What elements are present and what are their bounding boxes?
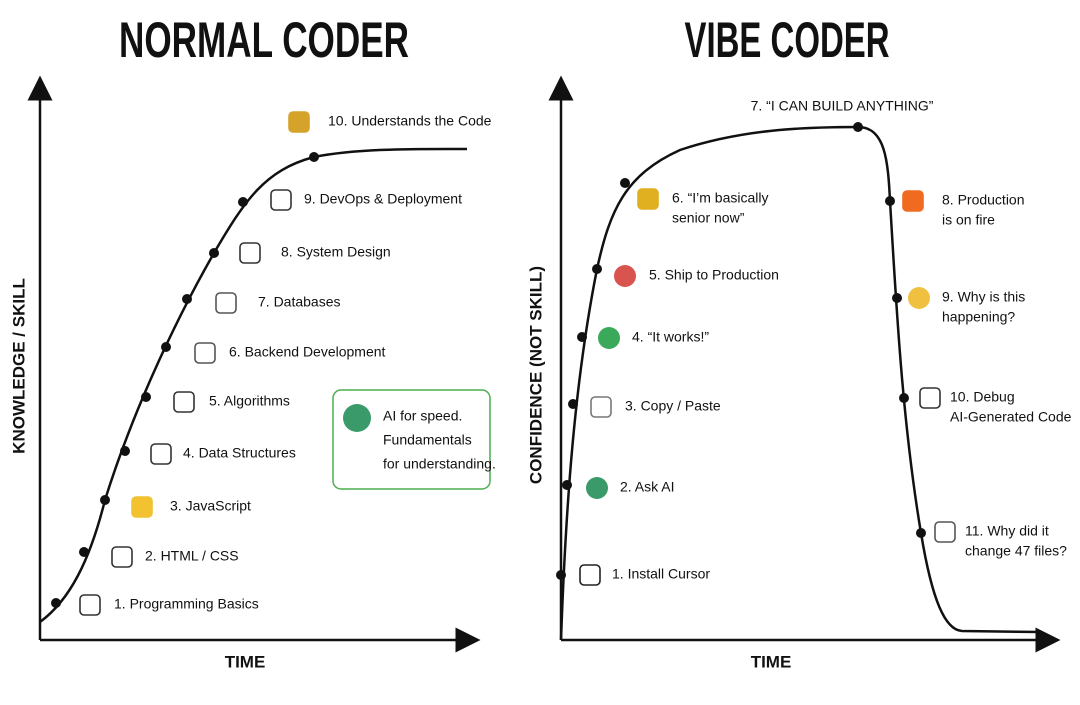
note-text: Fundamentals <box>383 432 472 448</box>
milestone-icon <box>194 342 216 364</box>
x-axis-label: TIME <box>225 652 266 671</box>
milestone-dot <box>51 598 61 608</box>
milestone-label: 1. Programming Basics <box>114 596 259 612</box>
milestone-icon <box>590 396 612 418</box>
milestone-label: 6. “I’m basically <box>672 190 768 206</box>
milestone-label: 9. Why is this <box>942 289 1025 305</box>
milestone-dot <box>620 178 630 188</box>
milestone-dot <box>238 197 248 207</box>
milestone-dot <box>309 152 319 162</box>
milestone-dot <box>209 248 219 258</box>
milestone-icon <box>111 546 133 568</box>
milestone-label: 10. Debug <box>950 389 1015 405</box>
milestone-icon <box>288 111 310 133</box>
milestone-dot <box>853 122 863 132</box>
milestone-icon <box>614 265 636 287</box>
x-axis-label: TIME <box>751 652 792 671</box>
milestone-icon <box>79 594 101 616</box>
milestone-icon <box>173 391 195 413</box>
milestone-dot <box>892 293 902 303</box>
milestone-icon <box>215 292 237 314</box>
milestone-icon <box>902 190 924 212</box>
milestone-dot <box>577 332 587 342</box>
note-text: for understanding. <box>383 456 496 472</box>
milestone-dot <box>916 528 926 538</box>
y-axis-label: CONFIDENCE (NOT SKILL) <box>526 266 545 484</box>
milestone-icon <box>131 496 153 518</box>
milestone-dot <box>556 570 566 580</box>
milestone-label: 7. “I CAN BUILD ANYTHING” <box>751 98 934 114</box>
milestone-dot <box>562 480 572 490</box>
right-title: VIBE CODER <box>685 12 890 68</box>
milestone-label: 6. Backend Development <box>229 344 386 360</box>
milestone-icon <box>934 521 956 543</box>
milestone-icon <box>586 477 608 499</box>
milestone-dot <box>182 294 192 304</box>
note-text: AI for speed. <box>383 408 462 424</box>
labels: 1. Programming Basics 2. HTML / CSS 3. Jav… <box>51 98 1072 616</box>
milestone-label: 8. Production <box>942 192 1025 208</box>
milestone-label: 7. Databases <box>258 294 341 310</box>
milestone-icon <box>919 387 941 409</box>
milestone-dot <box>161 342 171 352</box>
milestone-dot <box>141 392 151 402</box>
milestone-label: 3. JavaScript <box>170 498 251 514</box>
skill-curve <box>39 147 468 624</box>
milestone-label: 10. Understands the Code <box>328 113 492 129</box>
milestone-icon <box>637 188 659 210</box>
milestone-dot <box>100 495 110 505</box>
left-title: NORMAL CODER <box>119 12 409 68</box>
milestone-label: 2. Ask AI <box>620 479 674 495</box>
milestone-label: 4. “It works!” <box>632 329 709 345</box>
milestone-label: change 47 files? <box>965 543 1067 559</box>
milestone-label: 9. DevOps & Deployment <box>304 191 462 207</box>
milestone-label: 8. System Design <box>281 244 391 260</box>
milestone-icon <box>579 564 601 586</box>
milestone-label: 1. Install Cursor <box>612 566 710 582</box>
milestone-dot <box>568 399 578 409</box>
milestone-label: AI-Generated Code <box>950 409 1072 425</box>
milestone-dot <box>885 196 895 206</box>
milestone-label: 5. Ship to Production <box>649 267 779 283</box>
milestone-label: is on fire <box>942 212 995 228</box>
note-box <box>332 389 491 490</box>
milestone-label: 3. Copy / Paste <box>625 398 721 414</box>
milestone-label: 2. HTML / CSS <box>145 548 239 564</box>
milestone-icon <box>908 287 930 309</box>
milestone-icon <box>598 327 620 349</box>
milestone-label: 5. Algorithms <box>209 393 290 409</box>
milestone-icon <box>239 242 261 264</box>
milestone-label: happening? <box>942 309 1015 325</box>
note-icon <box>343 404 371 432</box>
y-axis-label: KNOWLEDGE / SKILL <box>9 278 28 454</box>
milestone-label: 4. Data Structures <box>183 445 296 461</box>
milestone-dot <box>592 264 602 274</box>
milestone-icon <box>270 189 292 211</box>
milestone-dot <box>120 446 130 456</box>
milestone-dot <box>899 393 909 403</box>
milestone-label: 11. Why did it <box>965 523 1049 539</box>
milestone-dot <box>79 547 89 557</box>
milestone-icon <box>150 443 172 465</box>
milestone-label: senior now” <box>672 210 745 226</box>
